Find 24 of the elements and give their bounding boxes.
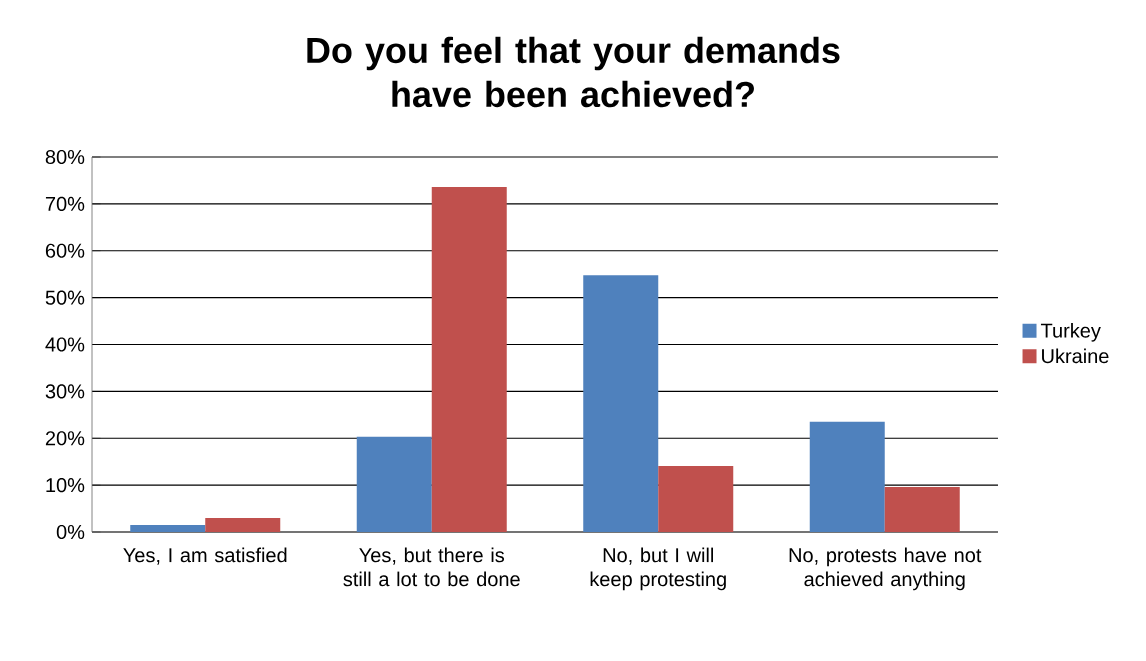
y-tick-label: 70%	[45, 196, 85, 211]
legend-label: Turkey	[1040, 323, 1101, 342]
y-tick-label: 40%	[45, 337, 85, 352]
y-tick-label: 10%	[46, 478, 85, 493]
y-tick-label: 60%	[45, 243, 85, 258]
bar	[658, 465, 734, 532]
bar	[130, 524, 206, 532]
bar	[809, 421, 885, 532]
bar	[205, 517, 281, 532]
bar	[583, 275, 659, 532]
y-tick-label: 30%	[45, 384, 85, 399]
bar	[431, 187, 507, 532]
x-tick-label: Yes, but there is still a lot to be done	[343, 547, 520, 587]
y-tick-label: 80%	[45, 149, 85, 165]
y-tick-label: 20%	[45, 431, 85, 446]
bar	[884, 487, 960, 532]
y-tick-label: 0%	[56, 524, 85, 540]
x-tick-label: No, protests have not achieved anything	[789, 547, 982, 591]
legend-label: Ukraine	[1042, 348, 1109, 364]
x-tick-label: No, but I will keep protesting	[590, 547, 726, 591]
x-tick-label: Yes, I am satisfied	[123, 547, 287, 565]
y-tick-label: 50%	[45, 290, 85, 305]
chart-title: Do you feel that your demands have been achieved?	[307, 36, 840, 108]
bar	[356, 436, 432, 532]
